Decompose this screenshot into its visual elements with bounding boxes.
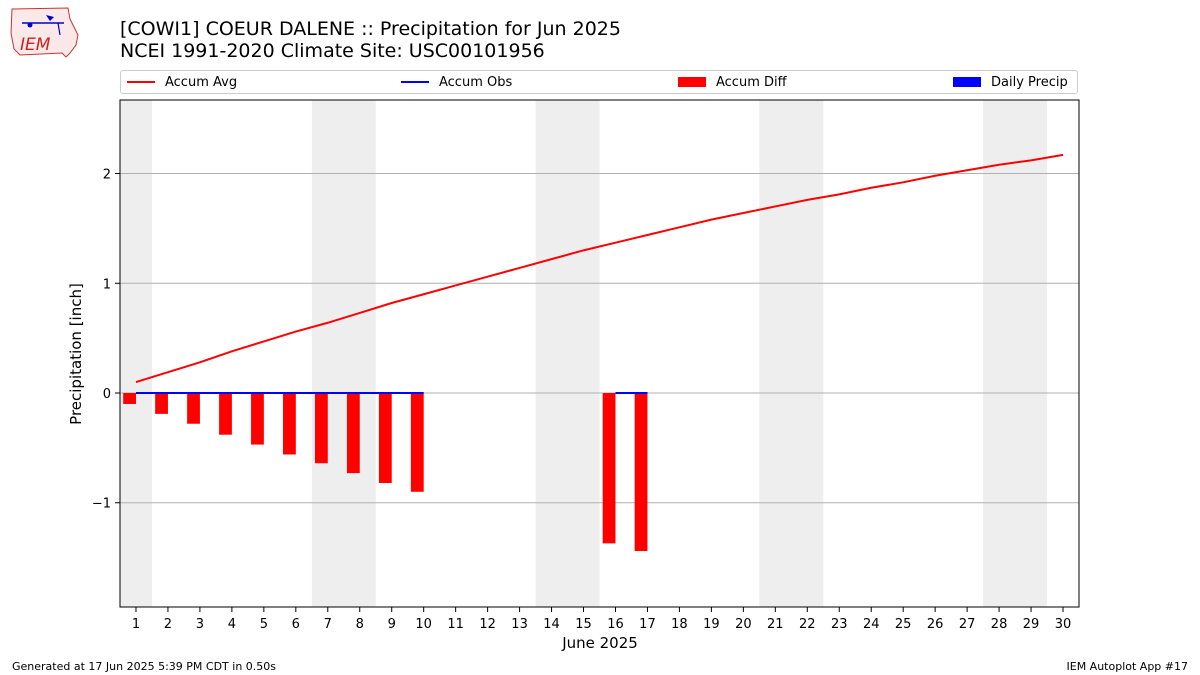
- accum-diff-bar: [602, 393, 616, 544]
- x-tick-label: 13: [511, 617, 528, 632]
- accum-diff-bar: [378, 393, 392, 483]
- legend-label-accum-obs: Accum Obs: [439, 74, 513, 90]
- accum-diff-bar: [251, 393, 264, 445]
- x-tick-label: 29: [1023, 617, 1040, 632]
- legend-swatch-accum-avg: [127, 81, 155, 83]
- accum-diff-bar: [283, 393, 296, 455]
- x-tick-label: 27: [959, 617, 976, 632]
- x-tick-label: 11: [447, 617, 464, 632]
- x-tick-label: 9: [388, 617, 396, 632]
- x-tick-label: 5: [260, 617, 268, 632]
- x-tick-label: 18: [671, 617, 688, 632]
- x-tick-label: 24: [863, 617, 880, 632]
- accum-diff-bar: [219, 393, 232, 435]
- x-tick-label: 26: [927, 617, 944, 632]
- accum-diff-bar: [155, 393, 168, 414]
- y-tick-label: 2: [103, 168, 111, 183]
- x-tick-label: 4: [228, 617, 236, 632]
- x-tick-label: 20: [735, 617, 752, 632]
- weekend-shade-4: [983, 100, 1048, 607]
- x-tick-label: 16: [607, 617, 624, 632]
- accum-avg-line: [135, 153, 1064, 383]
- chart-title: [COWI1] COEUR DALENE :: Precipitation fo…: [120, 18, 621, 40]
- legend-swatch-accum-obs: [401, 81, 429, 83]
- x-tick-label: 10: [415, 617, 432, 632]
- weekend-shade-0: [120, 100, 152, 607]
- x-tick-label: 2: [164, 617, 172, 632]
- weekend-shade-2: [535, 100, 600, 607]
- x-tick-label: 28: [991, 617, 1008, 632]
- accum-diff-bar: [123, 393, 136, 404]
- legend-item-accum-obs: Accum Obs: [401, 74, 512, 90]
- y-tick-label: −1: [92, 497, 111, 512]
- y-tick-label: 1: [103, 277, 111, 292]
- x-tick-label: 22: [799, 617, 816, 632]
- x-tick-label: 1: [132, 617, 140, 632]
- weekend-shade-3: [759, 100, 824, 607]
- x-axis-label: June 2025: [562, 634, 638, 652]
- y-axis-label: Precipitation [inch]: [67, 283, 85, 425]
- x-tick-label: 15: [575, 617, 592, 632]
- legend-label-accum-diff: Accum Diff: [716, 74, 787, 90]
- x-tick-label: 23: [831, 617, 848, 632]
- accum-diff-bar: [187, 393, 200, 424]
- x-tick-label: 19: [703, 617, 720, 632]
- x-tick-label: 21: [767, 617, 784, 632]
- x-tick-label: 25: [895, 617, 912, 632]
- legend-swatch-accum-diff: [678, 77, 706, 87]
- x-tick-label: 8: [356, 617, 364, 632]
- accum-diff-bar: [314, 393, 328, 464]
- legend-item-accum-diff: Accum Diff: [678, 74, 787, 90]
- legend-label-accum-avg: Accum Avg: [165, 74, 238, 90]
- plot-frame: [119, 99, 1080, 608]
- accum-diff-bar: [410, 393, 424, 492]
- iem-logo-graphic: IEM: [10, 7, 79, 58]
- logo-text: IEM: [20, 35, 51, 55]
- footer-generated-text: Generated at 17 Jun 2025 5:39 PM CDT in …: [12, 660, 277, 673]
- x-tick-label: 30: [1055, 617, 1072, 632]
- footer-app-text: IEM Autoplot App #17: [1066, 660, 1189, 673]
- legend-swatch-daily-precip: [953, 77, 981, 87]
- x-tick-label: 14: [543, 617, 560, 632]
- legend-label-daily-precip: Daily Precip: [991, 74, 1068, 90]
- x-tick-label: 17: [639, 617, 656, 632]
- y-tick-label: 0: [103, 387, 111, 402]
- accum-diff-bar: [634, 393, 648, 552]
- iem-logo: IEM: [8, 5, 80, 59]
- x-tick-label: 3: [196, 617, 204, 632]
- weekend-shade-1: [311, 100, 376, 607]
- x-tick-label: 6: [292, 617, 300, 632]
- x-tick-label: 7: [324, 617, 332, 632]
- legend-item-accum-avg: Accum Avg: [127, 74, 237, 90]
- accum-diff-bar: [346, 393, 360, 474]
- legend-item-daily-precip: Daily Precip: [953, 74, 1068, 90]
- chart-subtitle: NCEI 1991-2020 Climate Site: USC00101956: [120, 40, 545, 62]
- x-tick-label: 12: [479, 617, 496, 632]
- legend: Accum Avg Accum Obs Accum Diff Daily Pre…: [120, 70, 1078, 94]
